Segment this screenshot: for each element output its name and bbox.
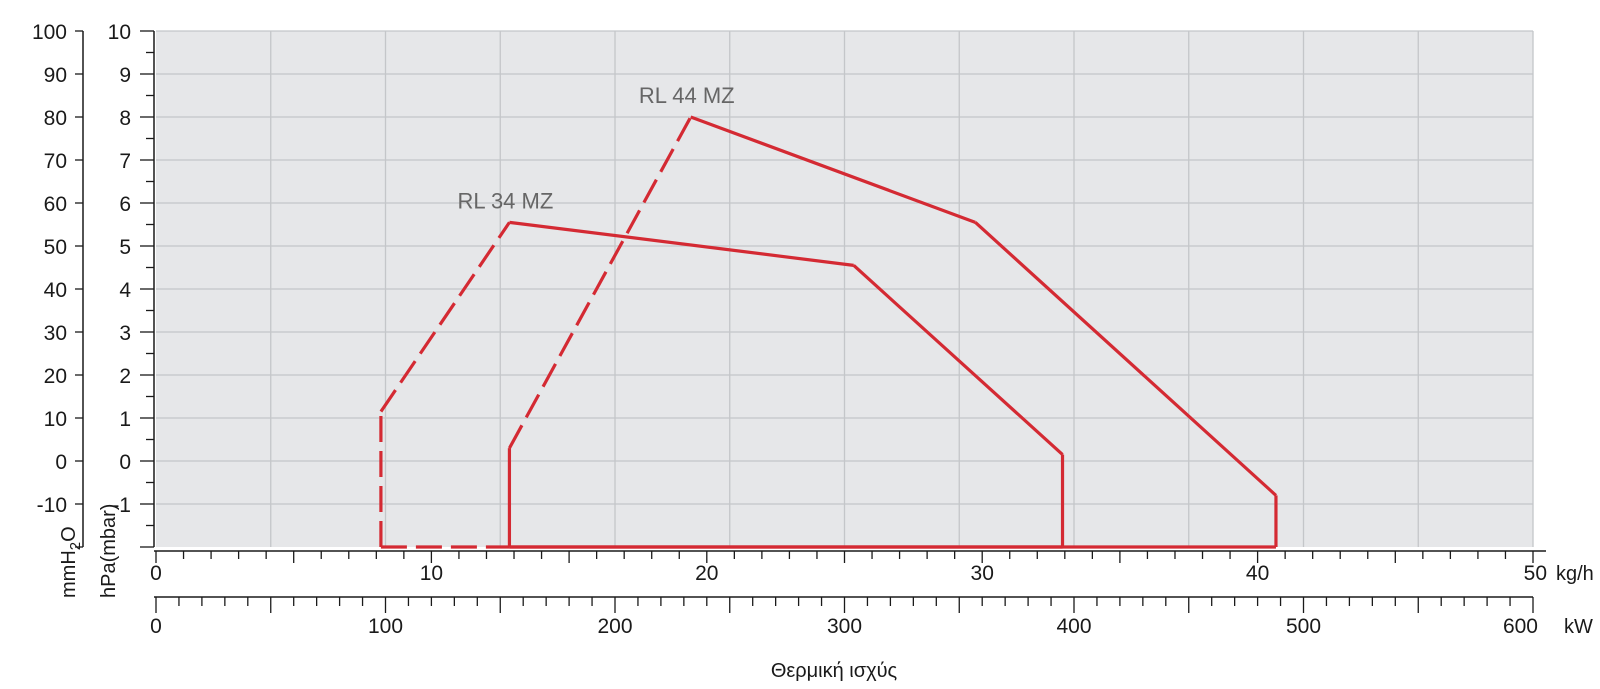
y-tick-label-mbar: 0	[119, 451, 131, 474]
series-group: RL 34 MZ RL 44 MZ	[379, 83, 1278, 549]
y-axis-unit-mmh2o: mmH2O	[58, 526, 84, 598]
y-tick-label-mbar: 2	[119, 365, 131, 388]
y-tick-label-mmh2o: 50	[44, 236, 67, 259]
series-segment-1	[509, 220, 854, 267]
mmh2o-subscript: 2	[67, 542, 84, 550]
y-tick-label-mmh2o: -10	[37, 494, 67, 517]
y-tick-label-mmh2o: 30	[44, 322, 67, 345]
x-tick-label-kw: 0	[150, 615, 162, 638]
series-segment-1	[852, 264, 1064, 456]
x-tick-label-kgh: 0	[150, 562, 162, 585]
y-tick-label-mbar: 7	[119, 150, 131, 173]
mmh2o-prefix: mmH	[58, 550, 80, 598]
y-tick-label-mmh2o: 60	[44, 193, 67, 216]
x-axis-title: Θερμική ισχύς	[771, 660, 898, 682]
y-tick-label-mbar: 8	[119, 107, 131, 130]
x-tick-label-kw: 400	[1056, 615, 1091, 638]
y-tick-label-mmh2o: 0	[55, 451, 67, 474]
x-tick-label-kw: 600	[1503, 615, 1538, 638]
x-tick-label-kgh: 30	[971, 562, 994, 585]
y-tick-label-mbar: 6	[119, 193, 131, 216]
x-tick-label-kw: 100	[368, 615, 403, 638]
x-tick-label-kgh: 20	[695, 562, 718, 585]
y-tick-label-mbar: 5	[119, 236, 131, 259]
y-tick-label-mbar: 9	[119, 64, 131, 87]
x-tick-label-kw: 500	[1286, 615, 1321, 638]
x-tick-label-kgh: 50	[1524, 562, 1547, 585]
series-segment-2	[690, 115, 976, 224]
y-tick-label-mmh2o: 70	[44, 150, 67, 173]
y-tick-label-mmh2o: 80	[44, 107, 67, 130]
y-tick-label-mbar: 3	[119, 322, 131, 345]
series-label-1: RL 34 MZ	[458, 188, 554, 213]
x-tick-label-kgh: 10	[420, 562, 443, 585]
x-axis-unit-kgh: kg/h	[1556, 563, 1594, 585]
y-tick-label-mmh2o: 20	[44, 365, 67, 388]
series-segment-2	[974, 221, 1278, 497]
grid-lines	[156, 30, 1534, 547]
y-tick-label-mbar: 4	[119, 279, 131, 302]
y-tick-label-mbar: -1	[112, 494, 131, 517]
series-segment-2	[508, 116, 693, 449]
x-axes: 0 10 20 30 40 500 100 200 300 400 500 600	[150, 550, 1547, 638]
y-tick-label-mmh2o: 90	[44, 64, 67, 87]
y-tick-label-mbar: 10	[108, 21, 131, 44]
mmh2o-suffix: O	[58, 526, 80, 542]
y-tick-label-mmh2o: 10	[44, 408, 67, 431]
x-tick-label-kw: 200	[597, 615, 632, 638]
x-tick-label-kgh: 40	[1246, 562, 1269, 585]
y-axis-unit-mbar: hPa(mbar)	[98, 504, 120, 598]
y-tick-label-mmh2o: 100	[32, 21, 67, 44]
x-tick-label-kw: 300	[827, 615, 862, 638]
series-segment-1	[379, 221, 511, 413]
y-tick-label-mmh2o: 40	[44, 279, 67, 302]
y-tick-label-mbar: 1	[119, 408, 131, 431]
x-axis-unit-kw: kW	[1564, 616, 1593, 638]
series-label-2: RL 44 MZ	[639, 83, 735, 108]
